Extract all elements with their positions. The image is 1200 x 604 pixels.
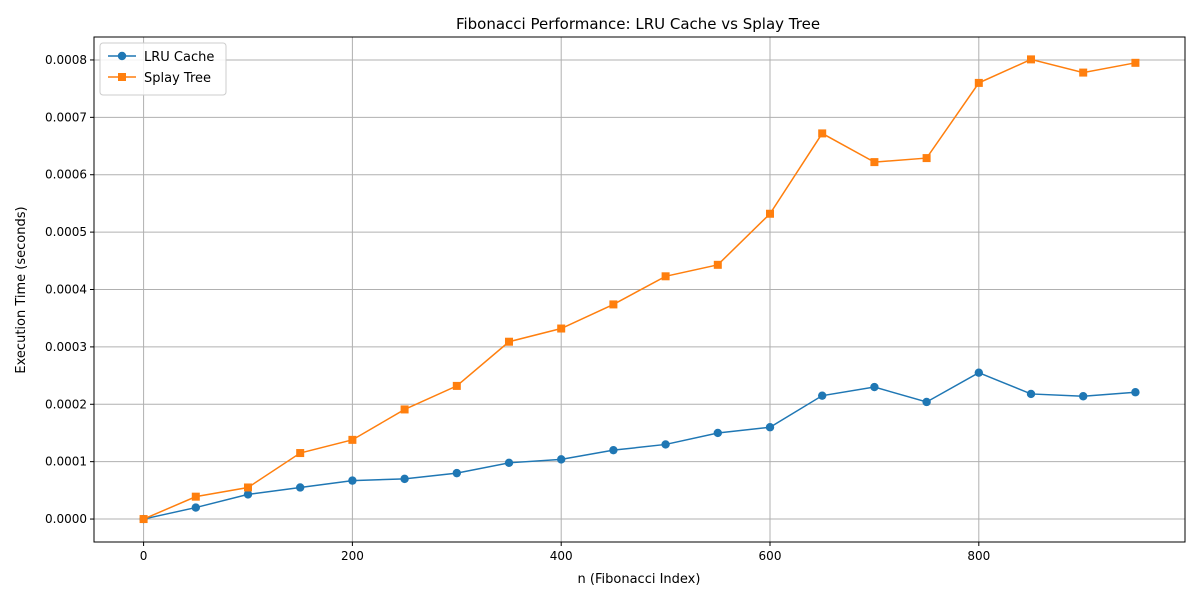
- y-tick-label: 0.0005: [45, 225, 87, 239]
- chart-title: Fibonacci Performance: LRU Cache vs Spla…: [456, 15, 820, 33]
- x-tick-label: 200: [341, 549, 364, 563]
- y-tick-label: 0.0006: [45, 168, 87, 182]
- y-tick-label: 0.0001: [45, 455, 87, 469]
- series-line-splay-tree: [143, 58, 1136, 520]
- data-point-lru-cache: [348, 476, 357, 485]
- data-point-splay-tree: [1079, 68, 1088, 77]
- data-point-lru-cache: [295, 483, 305, 492]
- grid: [94, 37, 1185, 542]
- y-tick-label: 0.0007: [45, 110, 87, 124]
- data-point-lru-cache: [243, 490, 253, 499]
- data-point-lru-cache: [504, 458, 514, 468]
- data-point-lru-cache: [609, 445, 618, 455]
- data-point-lru-cache: [452, 468, 461, 478]
- data-point-splay-tree: [661, 272, 670, 281]
- legend-label-lru-cache: LRU Cache: [144, 50, 214, 65]
- data-point-splay-tree: [504, 337, 513, 346]
- data-point-lru-cache: [661, 440, 670, 449]
- data-point-lru-cache: [713, 428, 723, 438]
- x-tick-label: 0: [140, 549, 148, 563]
- data-point-lru-cache: [1131, 388, 1140, 397]
- data-point-splay-tree: [452, 381, 461, 390]
- y-tick-label: 0.0000: [45, 512, 87, 526]
- y-tick-label: 0.0008: [45, 53, 87, 67]
- data-point-splay-tree: [766, 209, 775, 218]
- data-point-lru-cache: [974, 368, 984, 377]
- data-point-splay-tree: [818, 129, 827, 138]
- x-tick-label: 400: [550, 549, 573, 563]
- data-point-splay-tree: [922, 154, 931, 163]
- axis-ticks: 0 200 400 600 800 0.0000 0.0001 0.0002 0.0003 0.0…: [45, 53, 990, 563]
- data-point-splay-tree: [243, 483, 252, 492]
- y-tick-label: 0.0004: [45, 283, 87, 297]
- data-point-splay-tree: [557, 324, 566, 333]
- data-point-lru-cache: [870, 382, 879, 392]
- series-line-lru-cache: [143, 371, 1136, 520]
- data-point-lru-cache: [1026, 389, 1036, 399]
- legend-marker-splay-tree: [118, 73, 126, 81]
- legend-label-splay-tree: Splay Tree: [144, 71, 211, 86]
- y-tick-label: 0.0002: [45, 397, 87, 411]
- x-axis-label: n (Fibonacci Index): [578, 572, 701, 587]
- plot-area: [139, 55, 1140, 524]
- y-tick-label: 0.0003: [45, 340, 87, 354]
- data-point-splay-tree: [1027, 55, 1036, 64]
- data-point-splay-tree: [870, 158, 879, 167]
- data-point-splay-tree: [348, 435, 357, 444]
- data-point-lru-cache: [922, 397, 931, 407]
- data-point-splay-tree: [191, 492, 200, 501]
- y-axis-label: Execution Time (seconds): [14, 206, 29, 373]
- data-point-lru-cache: [1079, 392, 1088, 401]
- data-point-lru-cache: [818, 391, 827, 400]
- data-point-lru-cache: [191, 503, 200, 512]
- data-point-lru-cache: [765, 423, 775, 432]
- data-point-splay-tree: [400, 405, 409, 414]
- x-tick-label: 600: [759, 549, 782, 563]
- data-point-splay-tree: [974, 78, 983, 87]
- data-point-splay-tree: [609, 300, 618, 309]
- series-lru-cache: [139, 368, 1140, 524]
- legend-marker-lru-cache: [117, 51, 127, 61]
- series-splay-tree: [139, 55, 1140, 524]
- x-tick-label: 800: [967, 549, 990, 563]
- data-point-splay-tree: [1131, 58, 1140, 67]
- data-point-splay-tree: [713, 260, 722, 269]
- data-point-lru-cache: [400, 474, 409, 484]
- legend: LRU Cache Splay Tree: [99, 42, 227, 96]
- data-point-lru-cache: [556, 455, 566, 464]
- data-point-splay-tree: [296, 449, 305, 458]
- data-point-splay-tree: [139, 515, 148, 524]
